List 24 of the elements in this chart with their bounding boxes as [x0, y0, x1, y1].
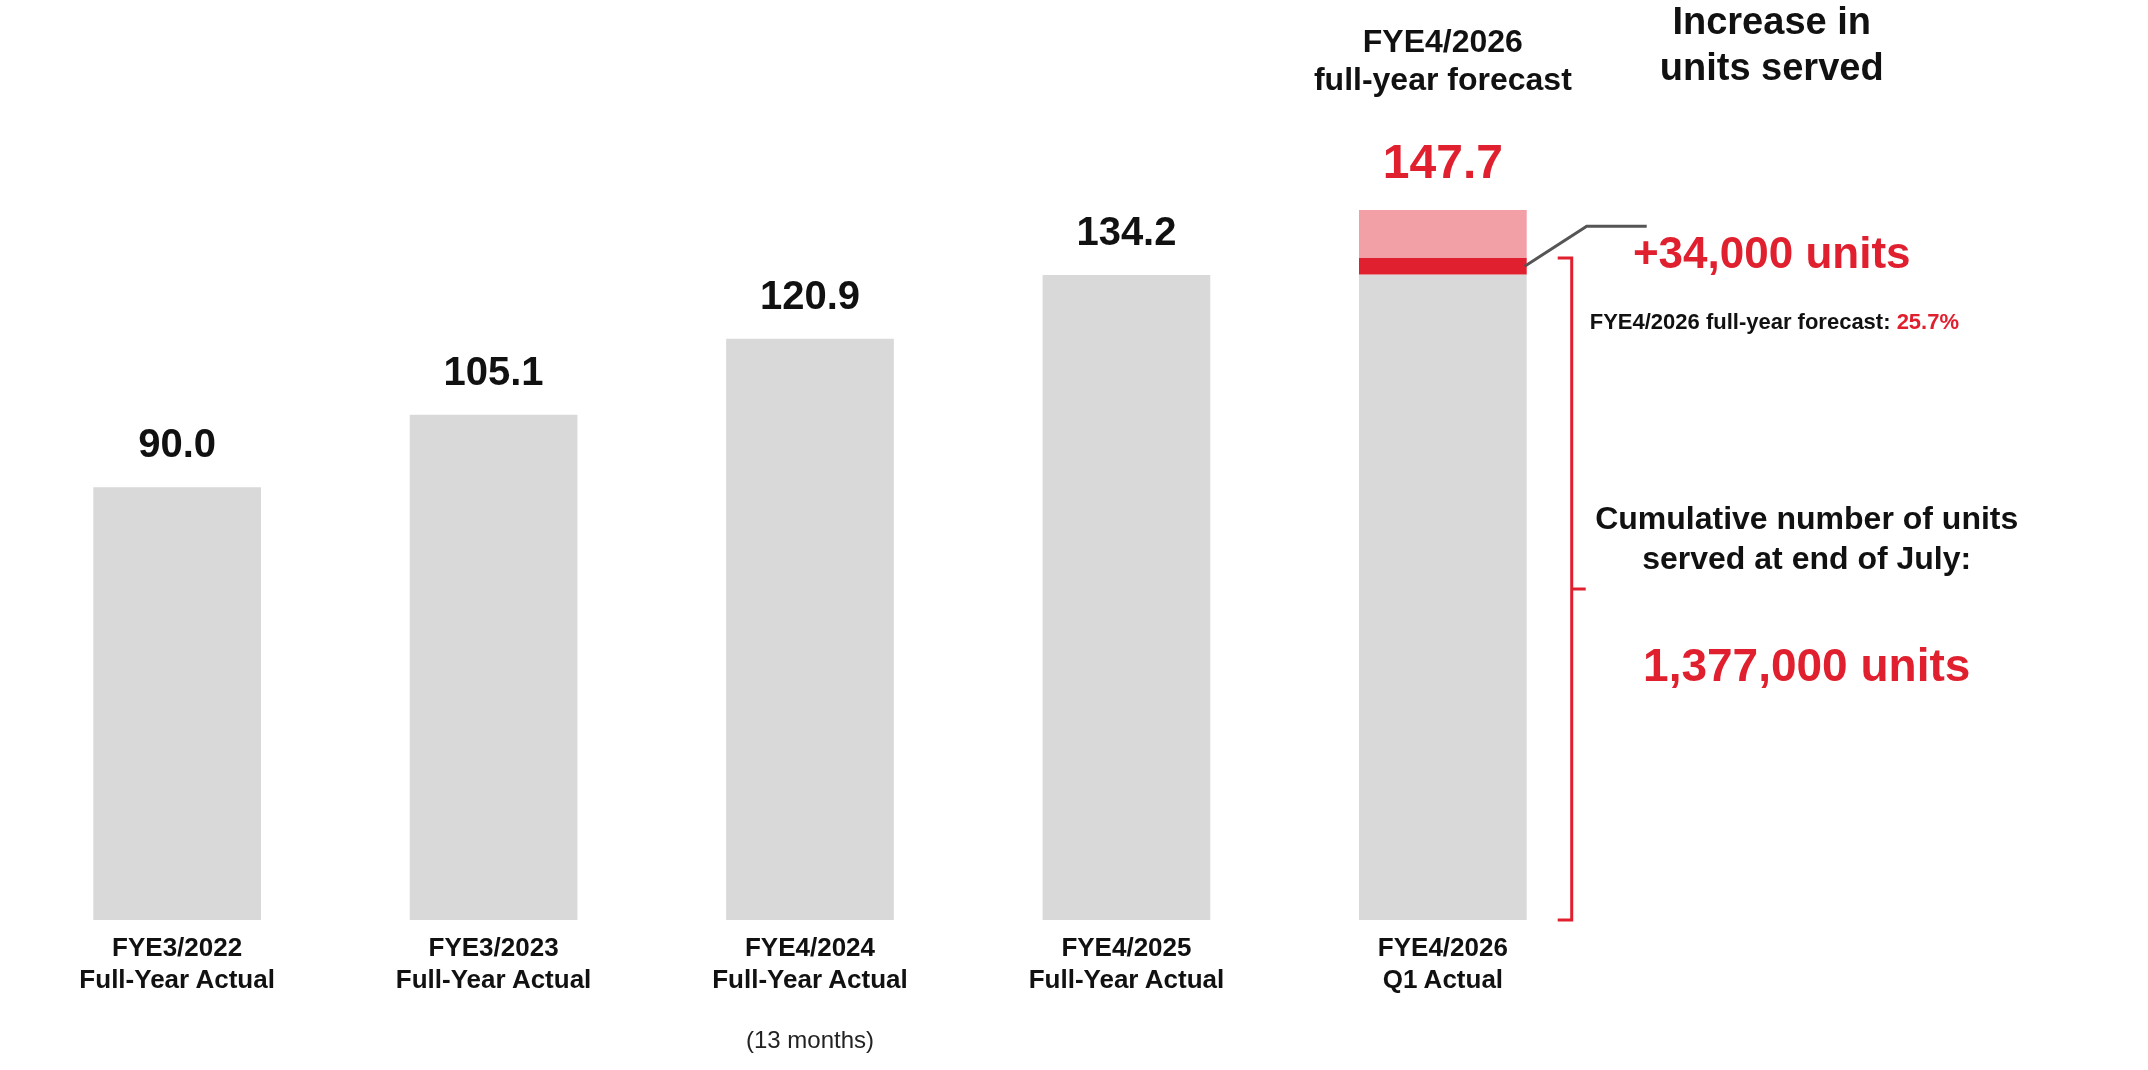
annotation: Cumulative number of units served at end of July: [1595, 500, 2019, 577]
bar [93, 487, 261, 920]
text: FYE4/2026 full-year forecast [1313, 23, 1573, 97]
x-tick-label: FYE4/2024 Full-Year Actual [712, 931, 908, 994]
bar [1359, 258, 1527, 275]
data-label: 120.9 [759, 272, 861, 317]
bar [726, 338, 894, 920]
data-label: 105.1 [443, 348, 544, 393]
text: +34,000 units [1632, 228, 1911, 278]
x-tick-label: FYE4/2026 Q1 Actual [1377, 931, 1508, 994]
x-tick-label: FYE4/2025 Full-Year Actual [1028, 931, 1225, 994]
x-tick-label: FYE3/2023 Full-Year Actual [395, 931, 592, 994]
bar [1359, 210, 1527, 259]
annotation: FYE4/2026 full-year forecast: 25.7% [1589, 309, 1960, 335]
data-label: 134.2 [1076, 208, 1177, 253]
total-label: 147.7 [1382, 135, 1503, 188]
text: 1,377,000 units [1643, 639, 1971, 692]
bar [1359, 274, 1527, 920]
bar [1042, 274, 1211, 920]
x-tick-label: FYE3/2022 Full-Year Actual [79, 931, 275, 994]
bar [409, 414, 578, 920]
data-label: 90.0 [138, 421, 217, 466]
text: (13 months) [745, 1026, 875, 1053]
text: Increase in units served [1659, 0, 1884, 88]
